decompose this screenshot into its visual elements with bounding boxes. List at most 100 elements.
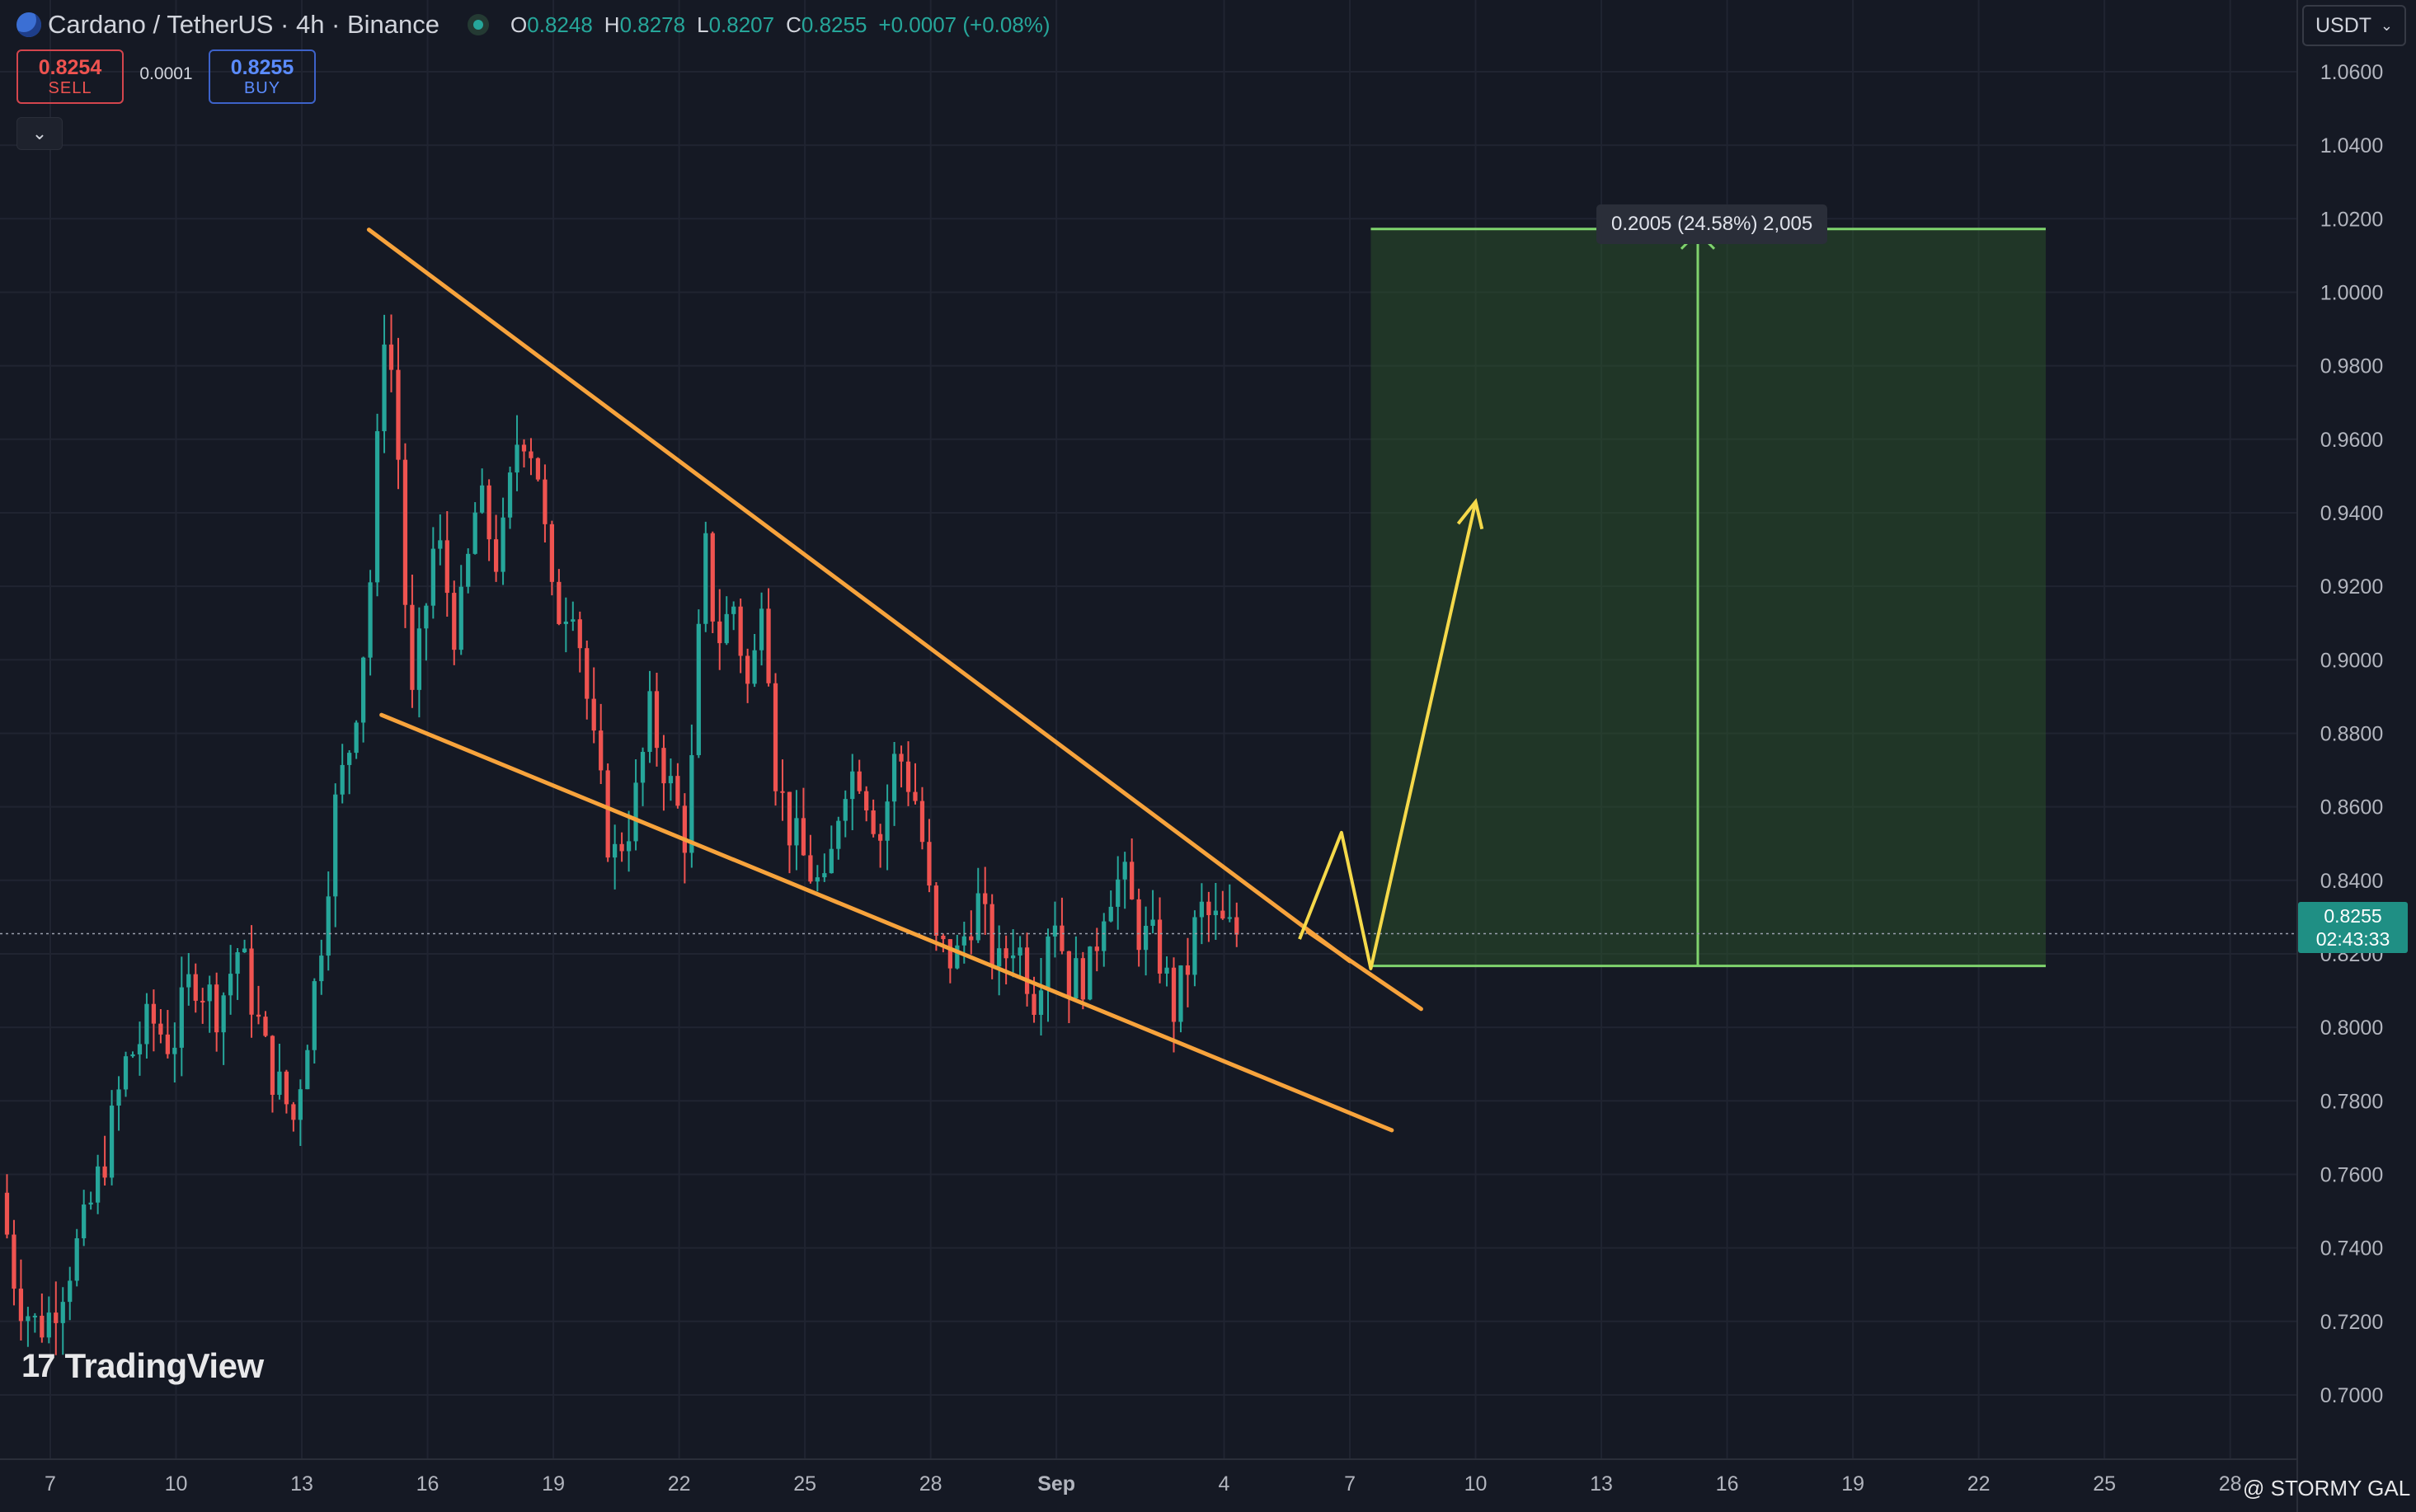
candle-body [1136, 899, 1141, 951]
candle-body [1066, 951, 1072, 999]
candle-body [46, 1312, 51, 1338]
close-value: 0.8255 [801, 12, 867, 37]
author-watermark: @ STORMY GAL [2243, 1476, 2411, 1500]
market-status-icon[interactable] [468, 14, 490, 35]
price-tick-label: 0.8000 [2320, 1017, 2383, 1040]
candle-body [458, 586, 463, 650]
candle-body [891, 754, 897, 802]
candle-body [172, 1047, 177, 1054]
candle-body [955, 945, 960, 969]
buy-button[interactable]: 0.8255 BUY [209, 49, 316, 104]
candle-body [277, 1071, 282, 1095]
time-tick-label: 13 [290, 1472, 313, 1496]
candle-body [68, 1280, 73, 1303]
candle-body [1130, 862, 1135, 899]
price-tick-label: 0.9200 [2320, 575, 2383, 599]
price-tick-label: 0.9400 [2320, 502, 2383, 525]
candle-body [193, 974, 198, 1001]
price-tick-label: 0.8800 [2320, 722, 2383, 745]
candle-body [452, 593, 457, 650]
cardano-logo-icon [16, 12, 41, 37]
price-tick-label: 0.7400 [2320, 1237, 2383, 1261]
candle-body [298, 1089, 303, 1120]
time-tick-label: 25 [793, 1472, 816, 1496]
bar-countdown: 02:43:33 [2315, 928, 2390, 950]
candle-body [32, 1315, 37, 1317]
candle-body [284, 1071, 289, 1105]
candle-body [1227, 917, 1232, 919]
time-tick-label: 13 [1590, 1472, 1613, 1496]
price-tick-label: 1.0600 [2320, 61, 2383, 84]
candle-body [374, 431, 380, 583]
price-axis[interactable]: 1.0600 1.0400 1.0200 1.0000 0.9800 0.9600 0.94… [2320, 61, 2383, 1407]
spread-value: 0.0001 [139, 64, 193, 83]
price-tick-label: 0.8400 [2320, 870, 2383, 893]
open-value: 0.8248 [527, 12, 593, 37]
symbol-title[interactable]: Cardano / TetherUS · 4h · Binance [48, 10, 440, 39]
candle-body [207, 984, 212, 1002]
candle-body [396, 369, 401, 460]
candle-body [759, 608, 764, 650]
candle-body [613, 843, 618, 858]
currency-value: USDT [2315, 13, 2372, 37]
candle-body [738, 606, 743, 656]
sell-button[interactable]: 0.8254 SELL [16, 49, 124, 104]
candle-body [1010, 955, 1016, 959]
candle-body [633, 782, 638, 842]
grid-lines [0, 0, 2297, 1459]
candle-body [549, 524, 555, 582]
tradingview-logo[interactable]: 17 TradingView [21, 1346, 264, 1386]
candle-body [263, 1017, 268, 1036]
candle-body [438, 540, 443, 549]
candle-body [1004, 948, 1008, 959]
candle-body [794, 818, 799, 846]
candle-body [905, 761, 911, 792]
candle-body [1220, 910, 1225, 919]
candle-body [647, 691, 652, 752]
candle-body [808, 855, 813, 882]
candle-body [165, 1034, 170, 1054]
time-axis[interactable]: 7 10 13 16 19 22 25 28 Sep 4 7 10 13 16 19 22 25 28 [45, 1472, 2242, 1496]
candle-body [18, 1289, 24, 1322]
time-tick-label: Sep [1037, 1472, 1075, 1496]
candle-body [619, 843, 624, 852]
candle-body [4, 1192, 10, 1235]
candle-body [333, 794, 338, 897]
change-value: +0.0007 (+0.08%) [878, 12, 1051, 37]
candle-body [696, 623, 701, 755]
candle-body [151, 1003, 157, 1024]
symbol-header: Cardano / TetherUS · 4h · Binance O0.824… [16, 7, 1051, 43]
candle-body [130, 1054, 135, 1057]
candle-body [214, 984, 219, 1033]
projection-path [1298, 501, 1478, 970]
candle-body [137, 1044, 143, 1054]
time-tick-label: 19 [1841, 1472, 1864, 1496]
candle-body [186, 974, 191, 988]
tradingview-logo-icon: 17 [21, 1347, 55, 1384]
collapse-legend-button[interactable]: ⌄ [16, 117, 63, 150]
chevron-down-icon: ⌄ [31, 123, 48, 143]
candle-body [1052, 925, 1058, 937]
candle-body [864, 791, 869, 811]
candle-body [486, 485, 491, 540]
candle-body [731, 606, 736, 614]
high-value: 0.8278 [619, 12, 686, 37]
candle-body [577, 619, 582, 649]
low-value: 0.8207 [708, 12, 775, 37]
candle-body [1018, 947, 1022, 956]
candle-body [919, 801, 925, 843]
currency-selector[interactable]: USDT ⌄ [2302, 5, 2406, 46]
time-tick-label: 19 [542, 1472, 565, 1496]
candle-body [822, 873, 827, 878]
candle-body [26, 1316, 31, 1322]
candle-body [1150, 919, 1155, 926]
candle-body [689, 754, 694, 853]
candle-body [360, 657, 366, 723]
candle-body [54, 1312, 59, 1323]
candle-body [109, 1106, 115, 1178]
candle-body [466, 553, 471, 587]
candle-body [1088, 946, 1093, 1000]
candle-body [410, 604, 415, 690]
high-label: H [604, 12, 620, 37]
